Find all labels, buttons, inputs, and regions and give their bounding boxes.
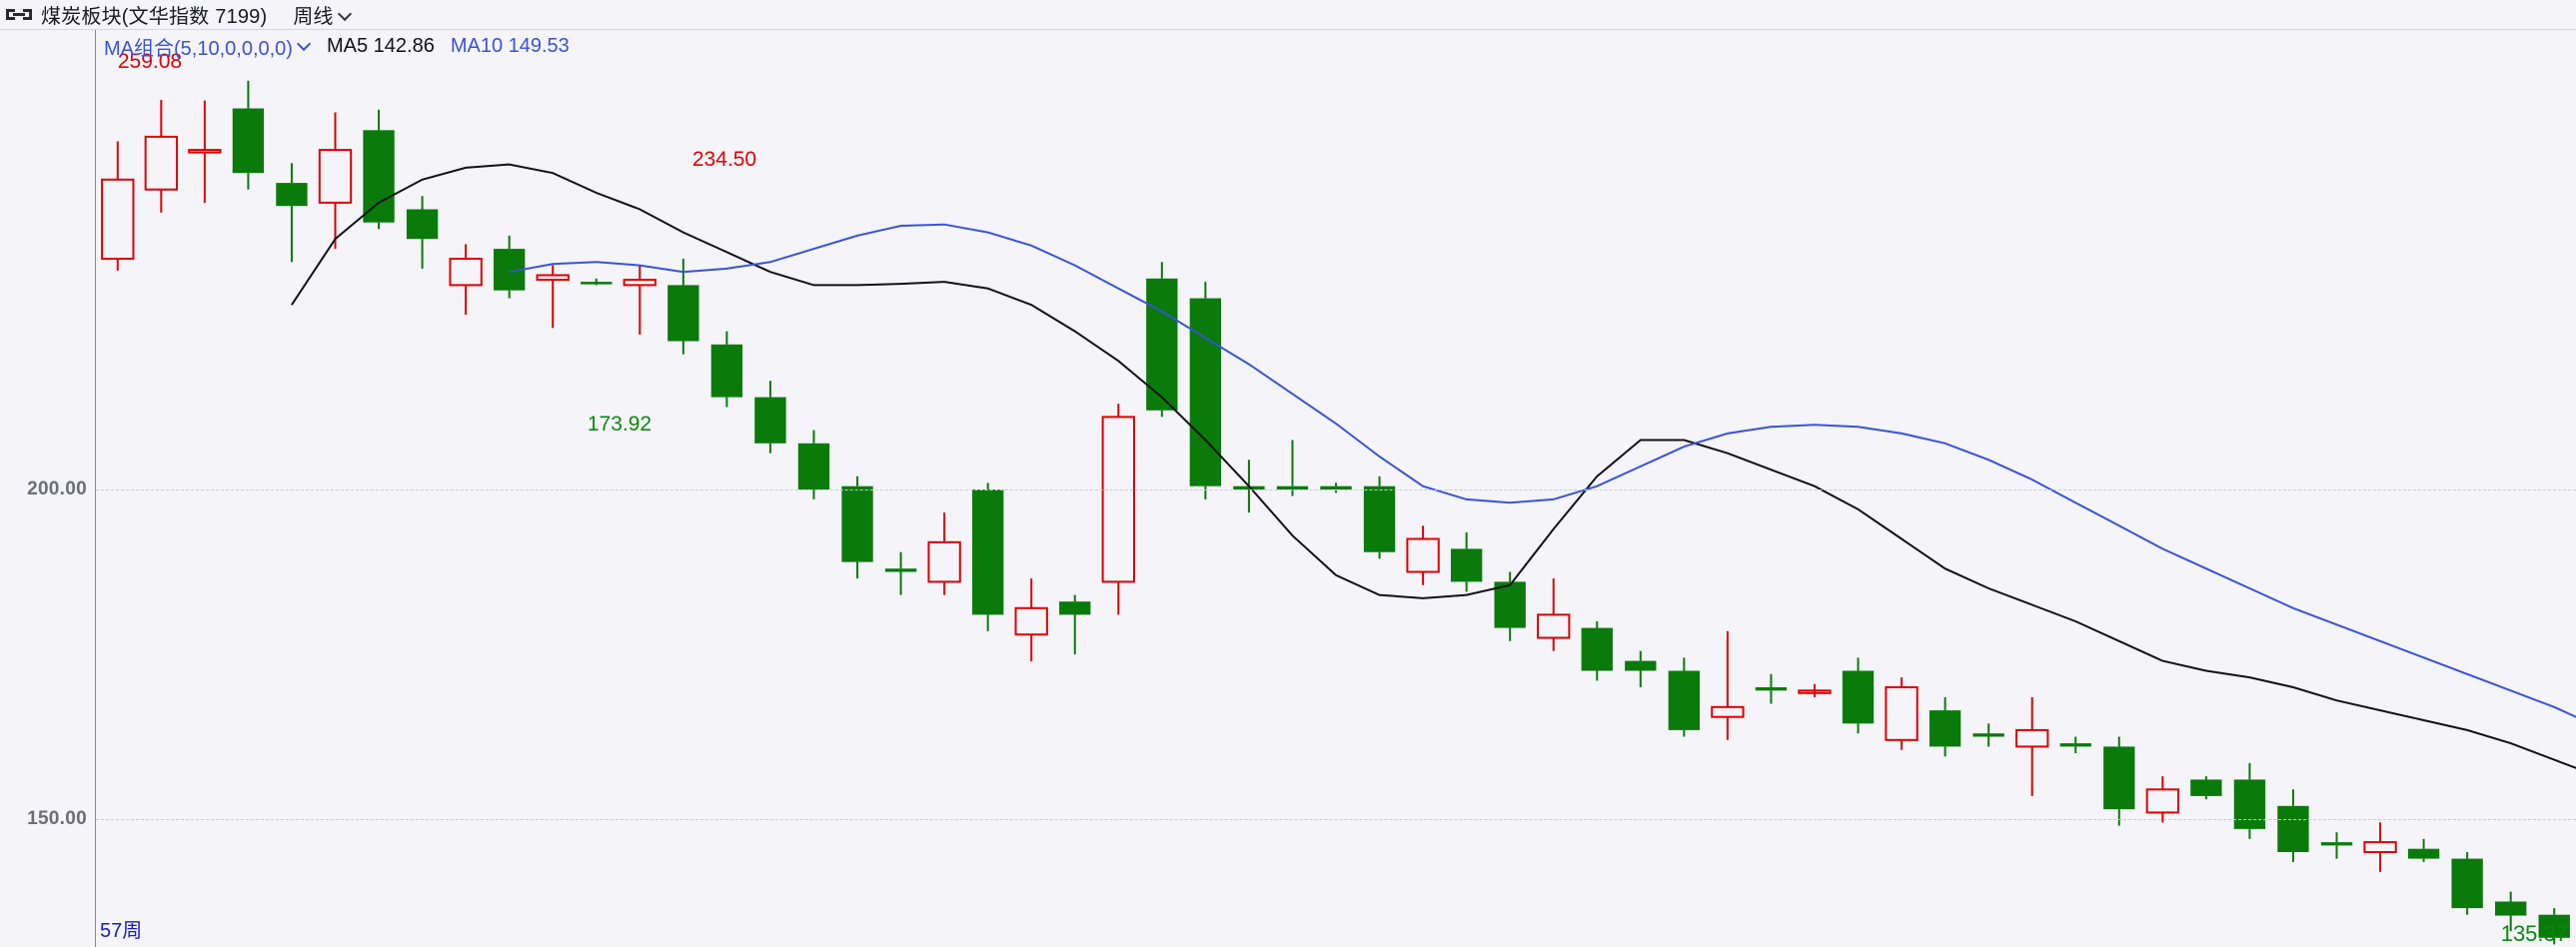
candlestick	[2495, 891, 2527, 932]
candlestick	[1406, 525, 1440, 585]
candlestick-series	[101, 80, 2576, 945]
candlestick	[2538, 908, 2570, 945]
candlestick	[1233, 460, 1265, 513]
gridline	[96, 489, 2576, 490]
chevron-down-icon[interactable]	[339, 8, 353, 22]
candlestick	[971, 482, 1004, 631]
price-annotation: 173.92	[587, 413, 652, 436]
candlestick	[188, 100, 222, 203]
candlestick	[710, 331, 743, 408]
candlestick	[2103, 736, 2135, 826]
candlestick	[318, 112, 353, 250]
candlestick	[1625, 650, 1657, 687]
candlestick	[1320, 482, 1352, 493]
candlestick	[1711, 630, 1745, 740]
candlestick	[1363, 475, 1396, 559]
ma-combo-label[interactable]: MA组合(5,10,0,0,0,0)	[104, 37, 293, 60]
y-axis-tick: 150.00	[27, 808, 87, 829]
indicator-legend: MA组合(5,10,0,0,0,0) MA5 142.86 MA10 149.5…	[104, 33, 570, 60]
window-titlebar: 煤炭板块(文华指数 7199) 周线	[0, 0, 2576, 30]
candlestick	[1581, 621, 1613, 681]
y-axis-tick: 200.00	[27, 478, 87, 499]
candlestick	[1929, 696, 1961, 757]
candlestick	[2233, 762, 2266, 839]
candlestick	[1972, 723, 2004, 747]
candlestick	[2277, 789, 2309, 862]
candlestick	[2015, 696, 2049, 796]
candlestick	[144, 100, 178, 213]
last-price-label: 135.37	[2500, 921, 2568, 946]
candlestick	[1146, 262, 1178, 418]
candlestick	[797, 430, 830, 499]
bar-count-label: 57周	[100, 920, 143, 942]
candlestick	[1885, 677, 1919, 750]
ma10-line	[509, 223, 2576, 718]
candlestick	[1059, 594, 1091, 654]
candlestick	[754, 381, 786, 454]
candlestick	[623, 265, 656, 335]
candlestick	[101, 141, 135, 271]
candlestick	[884, 551, 917, 595]
chart-plot-area[interactable]: 200.00 150.00 259.08 234.50 173.92 57周 135.…	[0, 30, 2576, 947]
price-annotation: 259.08	[117, 50, 183, 73]
period-selector[interactable]: 周线	[293, 0, 353, 29]
candlestick	[927, 512, 961, 595]
gridline	[96, 819, 2576, 820]
ma5-readout: MA5 142.86	[326, 34, 435, 57]
price-annotation: 234.50	[691, 148, 757, 171]
candlestick	[2451, 852, 2483, 915]
ma10-readout: MA10 149.53	[450, 34, 570, 57]
candlestick	[1755, 673, 1788, 704]
candlestick	[1537, 578, 1571, 651]
candlestick	[1189, 282, 1222, 499]
candlestick	[2145, 776, 2180, 823]
candlestick	[2363, 822, 2397, 872]
candlestick	[2407, 838, 2440, 862]
candlestick	[841, 475, 873, 579]
candlestick	[232, 80, 265, 190]
candlestick	[1668, 657, 1701, 737]
candlestick	[2059, 736, 2091, 753]
candlestick	[667, 259, 699, 355]
candlestick	[406, 196, 439, 269]
candlestick	[1842, 657, 1875, 734]
period-label: 周线	[293, 6, 334, 28]
candlestick	[449, 244, 483, 316]
candlestick	[1276, 440, 1309, 496]
candlestick	[2190, 776, 2222, 800]
candlestick	[536, 265, 570, 329]
candlestick	[1494, 571, 1526, 641]
link-icon[interactable]	[6, 7, 32, 22]
candlestick	[1101, 404, 1135, 615]
candlestick	[1450, 531, 1483, 592]
ma5-line	[291, 163, 2576, 769]
candlestick	[581, 278, 613, 286]
candlestick	[363, 109, 395, 230]
instrument-title[interactable]: 煤炭板块(文华指数 7199)	[41, 6, 268, 28]
candlestick	[1798, 683, 1832, 697]
candlestick	[276, 163, 308, 263]
candlestick	[1014, 578, 1048, 662]
candlestick	[2320, 832, 2353, 859]
chevron-down-icon[interactable]	[297, 39, 313, 53]
candlestick	[493, 235, 526, 299]
y-axis-line	[95, 30, 96, 947]
